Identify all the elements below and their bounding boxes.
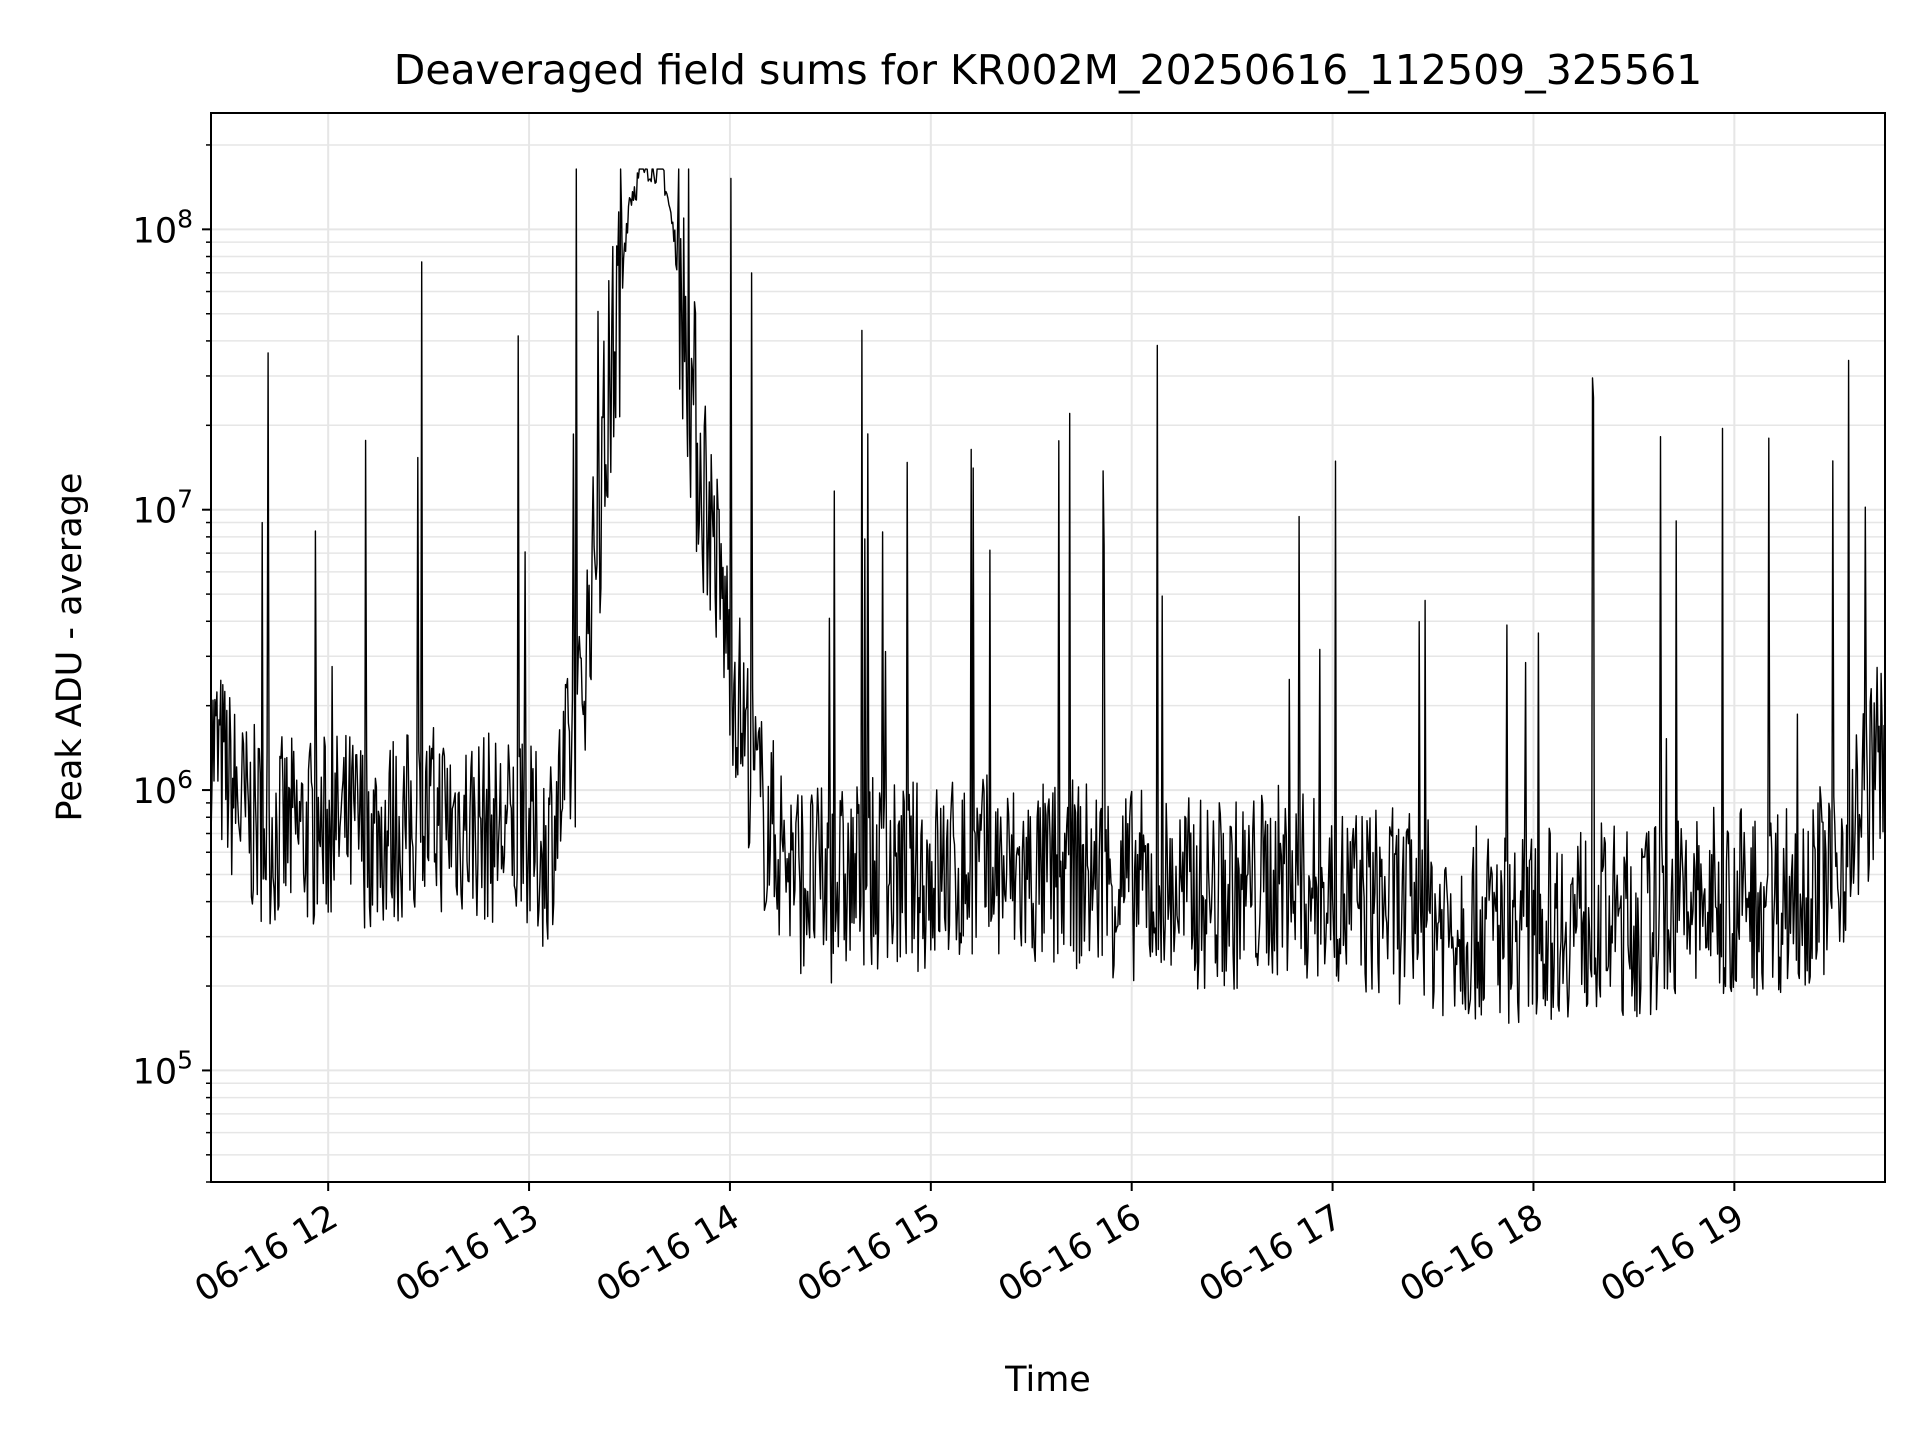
y-axis-label: Peak ADU - average — [50, 473, 90, 822]
plot-frame — [210, 112, 1886, 1183]
chart-title: Deaveraged field sums for KR002M_2025061… — [394, 46, 1703, 94]
y-tick-label: 105 — [133, 1045, 193, 1092]
x-axis-label: Time — [1004, 1360, 1091, 1400]
line-series — [210, 168, 1886, 1024]
y-tick-label: 106 — [133, 765, 193, 812]
y-tick-label: 107 — [133, 485, 193, 532]
y-tick-label: 108 — [133, 204, 193, 251]
series-line — [210, 168, 1886, 1024]
